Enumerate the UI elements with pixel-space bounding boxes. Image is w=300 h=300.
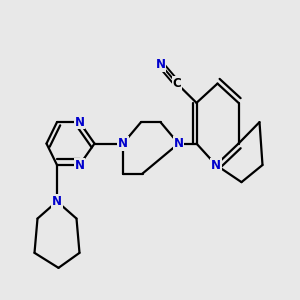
- Text: N: N: [118, 137, 128, 150]
- Text: N: N: [74, 116, 85, 129]
- Text: N: N: [155, 58, 166, 71]
- Text: N: N: [74, 158, 85, 172]
- Text: N: N: [52, 195, 62, 208]
- Text: N: N: [211, 158, 221, 172]
- Text: C: C: [172, 77, 182, 90]
- Text: N: N: [173, 137, 184, 150]
